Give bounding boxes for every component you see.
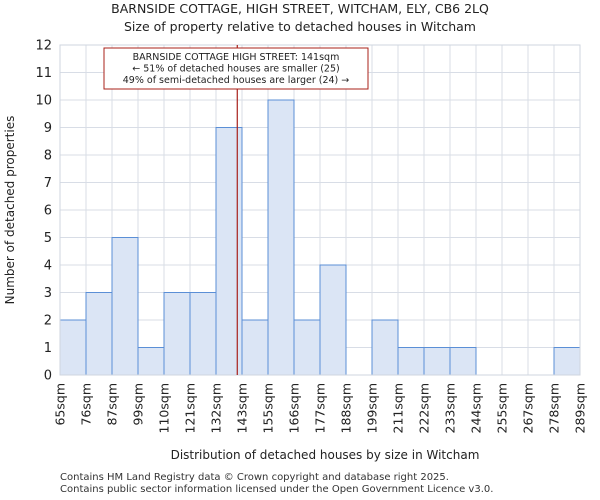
annotation-box: BARNSIDE COTTAGE HIGH STREET: 141sqm ← 5… xyxy=(103,47,369,90)
histogram-bar xyxy=(85,292,113,376)
plot-frame xyxy=(59,44,581,376)
x-tick-label: 99sqm xyxy=(131,383,146,426)
y-tick-label: 4 xyxy=(44,259,52,274)
chart-title: BARNSIDE COTTAGE, HIGH STREET, WITCHAM, … xyxy=(111,1,489,16)
footer-licence: Contains public sector information licen… xyxy=(60,484,494,495)
y-tick-label: 10 xyxy=(35,94,52,109)
annotation-line-2: ← 51% of detached houses are smaller (25… xyxy=(132,64,339,75)
bars xyxy=(59,99,581,376)
x-tick-label: 177sqm xyxy=(313,383,328,433)
x-tick-label: 267sqm xyxy=(521,383,536,433)
histogram-bar xyxy=(319,264,347,376)
x-tick-label: 211sqm xyxy=(391,383,406,433)
histogram-bar xyxy=(215,127,243,376)
x-tick-label: 199sqm xyxy=(365,383,380,433)
x-tick-label: 143sqm xyxy=(235,383,250,433)
chart-subtitle: Size of property relative to detached ho… xyxy=(124,19,476,34)
y-tick-label: 12 xyxy=(35,39,52,54)
x-tick-label: 188sqm xyxy=(339,383,354,433)
y-tick-label: 3 xyxy=(44,286,52,301)
histogram-bar xyxy=(293,319,321,376)
y-tick-label: 8 xyxy=(44,149,52,164)
histogram-bar xyxy=(371,319,399,376)
y-tick-label: 9 xyxy=(44,121,52,136)
x-tick-label: 233sqm xyxy=(443,383,458,433)
x-tick-label: 255sqm xyxy=(495,383,510,433)
histogram-bar xyxy=(553,347,581,376)
x-tick-label: 278sqm xyxy=(547,383,562,433)
annotation-line-3: 49% of semi-detached houses are larger (… xyxy=(123,75,350,86)
histogram-bar xyxy=(267,99,295,376)
histogram-bar xyxy=(59,319,87,376)
y-tick-label: 1 xyxy=(44,341,52,356)
x-tick-label: 65sqm xyxy=(53,383,68,426)
histogram-bar xyxy=(423,347,451,376)
histogram-bar xyxy=(189,292,217,376)
x-tick-label: 289sqm xyxy=(573,383,588,433)
y-axis-label: Number of detached properties xyxy=(3,116,17,305)
x-ticks: 65sqm 76sqm 87sqm 99sqm 110sqm 121sqm 132sqm 14… xyxy=(53,383,588,433)
histogram-bar xyxy=(163,292,191,376)
y-tick-label: 11 xyxy=(35,66,52,81)
x-tick-label: 121sqm xyxy=(183,383,198,433)
histogram-bar xyxy=(137,347,165,376)
histogram-bar xyxy=(111,237,139,376)
x-tick-label: 244sqm xyxy=(469,383,484,433)
histogram-bar xyxy=(397,347,425,376)
y-tick-label: 6 xyxy=(44,204,52,219)
footer-copyright: Contains HM Land Registry data © Crown c… xyxy=(60,472,449,483)
x-tick-label: 155sqm xyxy=(261,383,276,433)
histogram-bar xyxy=(241,319,269,376)
x-tick-label: 222sqm xyxy=(417,383,432,433)
histogram-bar xyxy=(449,347,477,376)
x-axis-label: Distribution of detached houses by size … xyxy=(171,448,480,462)
x-tick-label: 76sqm xyxy=(79,383,94,426)
y-tick-label: 5 xyxy=(44,231,52,246)
x-tick-label: 87sqm xyxy=(105,383,120,426)
y-tick-label: 2 xyxy=(44,314,52,329)
y-tick-label: 0 xyxy=(44,369,52,384)
x-tick-label: 110sqm xyxy=(157,383,172,433)
annotation-line-1: BARNSIDE COTTAGE HIGH STREET: 141sqm xyxy=(133,52,340,63)
x-tick-label: 166sqm xyxy=(287,383,302,433)
x-tick-label: 132sqm xyxy=(209,383,224,433)
y-tick-label: 7 xyxy=(44,176,52,191)
